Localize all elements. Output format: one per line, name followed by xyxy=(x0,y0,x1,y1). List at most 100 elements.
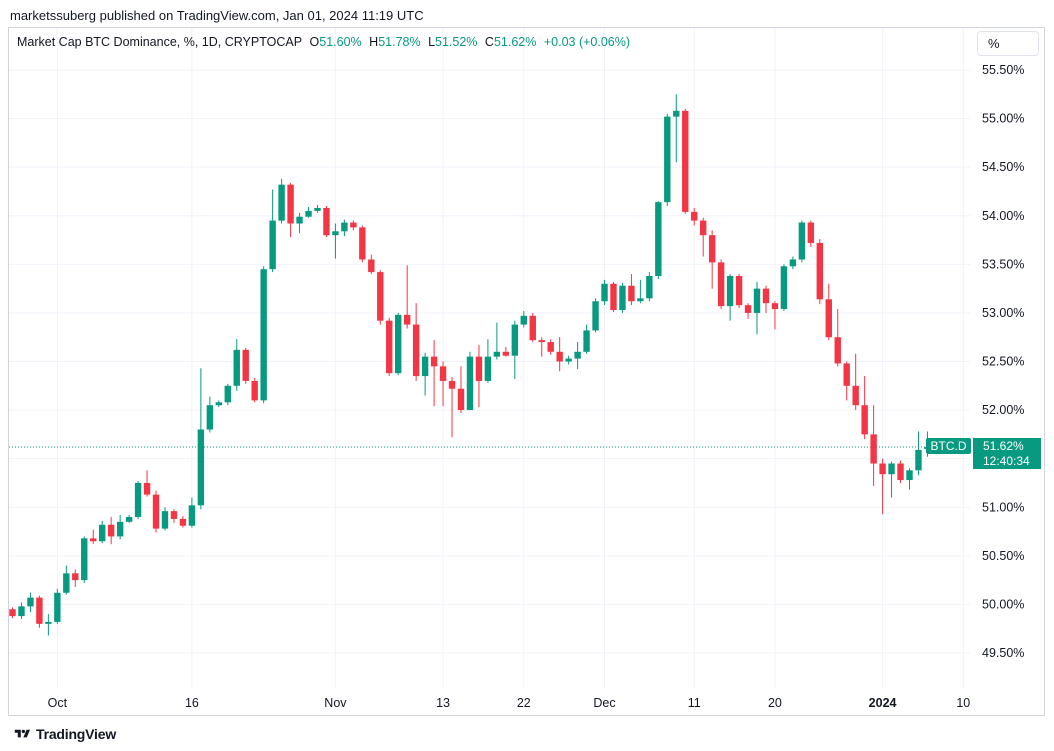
candle[interactable] xyxy=(664,113,671,207)
candle[interactable] xyxy=(744,303,752,319)
candle[interactable] xyxy=(305,207,312,218)
candle[interactable] xyxy=(439,361,447,407)
candle[interactable] xyxy=(99,520,106,544)
candle[interactable] xyxy=(502,346,510,357)
candle[interactable] xyxy=(143,470,151,497)
candle[interactable] xyxy=(116,515,124,540)
candle[interactable] xyxy=(619,282,626,313)
candle[interactable] xyxy=(90,529,97,545)
candle[interactable] xyxy=(179,515,187,528)
candle[interactable] xyxy=(359,225,366,263)
candle[interactable] xyxy=(287,182,294,238)
candle[interactable] xyxy=(646,272,653,302)
candle[interactable] xyxy=(852,353,859,411)
candle[interactable] xyxy=(251,378,258,403)
candle[interactable] xyxy=(403,265,411,329)
candle[interactable] xyxy=(843,361,850,401)
candle[interactable] xyxy=(260,266,267,404)
candle[interactable] xyxy=(224,383,231,406)
candle[interactable] xyxy=(421,352,429,396)
candle[interactable] xyxy=(125,515,133,523)
candle[interactable] xyxy=(538,337,545,357)
percent-scale-button[interactable]: % xyxy=(977,31,1039,56)
candle[interactable] xyxy=(753,281,761,335)
candle[interactable] xyxy=(717,259,725,310)
candle[interactable] xyxy=(170,509,178,523)
candle[interactable] xyxy=(780,264,788,311)
candle[interactable] xyxy=(377,270,384,325)
candle[interactable] xyxy=(430,340,438,407)
candle[interactable] xyxy=(161,507,169,531)
candle[interactable] xyxy=(448,377,456,438)
candle[interactable] xyxy=(466,351,474,411)
candle[interactable] xyxy=(36,595,43,628)
candle[interactable] xyxy=(565,355,572,365)
candle[interactable] xyxy=(242,347,249,384)
candle[interactable] xyxy=(215,400,223,408)
candle[interactable] xyxy=(484,339,492,383)
candle[interactable] xyxy=(610,281,617,312)
candle[interactable] xyxy=(54,588,61,624)
candle[interactable] xyxy=(655,201,662,279)
candle[interactable] xyxy=(341,219,348,237)
candle[interactable] xyxy=(27,592,34,613)
candle[interactable] xyxy=(861,376,868,440)
candle[interactable] xyxy=(395,312,402,376)
candle[interactable] xyxy=(592,298,599,333)
candle[interactable] xyxy=(915,431,922,476)
candle[interactable] xyxy=(107,516,115,545)
candle[interactable] xyxy=(386,317,393,377)
candle[interactable] xyxy=(269,189,276,273)
candle[interactable] xyxy=(897,460,904,483)
candle[interactable] xyxy=(493,322,501,360)
candle[interactable] xyxy=(556,337,563,372)
candle[interactable] xyxy=(735,274,743,309)
candle[interactable] xyxy=(529,312,536,343)
candle[interactable] xyxy=(628,274,635,306)
candle[interactable] xyxy=(708,230,716,289)
candle[interactable] xyxy=(206,396,214,433)
candle[interactable] xyxy=(332,223,339,259)
candle[interactable] xyxy=(682,108,689,214)
candle[interactable] xyxy=(457,366,465,413)
candle[interactable] xyxy=(906,468,913,490)
candle[interactable] xyxy=(45,614,52,636)
candle[interactable] xyxy=(197,368,205,510)
candle[interactable] xyxy=(296,212,303,234)
candle[interactable] xyxy=(637,279,644,304)
candle[interactable] xyxy=(323,206,330,238)
candle[interactable] xyxy=(475,344,483,408)
candle[interactable] xyxy=(72,569,79,587)
candle[interactable] xyxy=(152,490,160,533)
candle[interactable] xyxy=(789,256,797,270)
candle[interactable] xyxy=(63,565,70,595)
candle[interactable] xyxy=(834,309,841,367)
candle[interactable] xyxy=(574,342,581,370)
candle[interactable] xyxy=(699,217,707,257)
candle[interactable] xyxy=(547,339,554,355)
candle[interactable] xyxy=(81,536,88,584)
candle[interactable] xyxy=(888,461,895,498)
candle[interactable] xyxy=(278,178,285,224)
candle[interactable] xyxy=(726,274,734,321)
candle[interactable] xyxy=(412,303,420,381)
candle[interactable] xyxy=(601,279,608,306)
candle[interactable] xyxy=(762,285,770,313)
candle[interactable] xyxy=(583,324,590,354)
candle[interactable] xyxy=(825,283,832,341)
candle[interactable] xyxy=(673,94,680,163)
candle[interactable] xyxy=(314,205,321,213)
candle[interactable] xyxy=(520,310,527,328)
candle[interactable] xyxy=(188,497,196,528)
candle[interactable] xyxy=(9,607,16,619)
candle[interactable] xyxy=(18,602,25,619)
candle[interactable] xyxy=(134,481,142,519)
candle[interactable] xyxy=(511,320,519,379)
candle[interactable] xyxy=(691,207,698,226)
candle[interactable] xyxy=(879,458,886,515)
candle[interactable] xyxy=(807,220,815,247)
candle[interactable] xyxy=(350,220,357,231)
candle[interactable] xyxy=(870,405,877,486)
candle[interactable] xyxy=(368,254,375,275)
